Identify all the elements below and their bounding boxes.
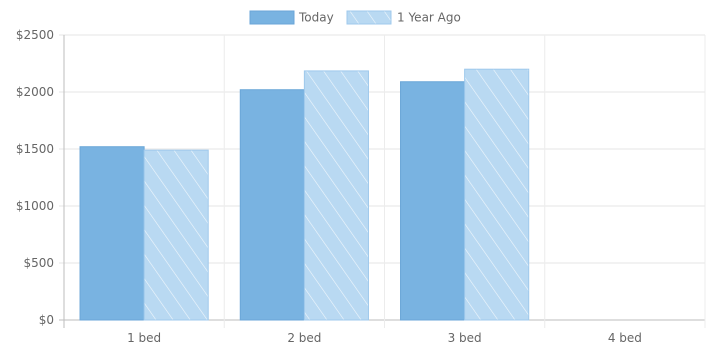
y-tick-label: $2000	[16, 85, 54, 99]
legend-swatch-today	[249, 10, 295, 25]
y-tick-label: $2500	[16, 28, 54, 42]
x-tick-label: 2 bed	[287, 331, 321, 345]
legend-item-today[interactable]: Today	[249, 10, 334, 25]
legend: Today 1 Year Ago	[249, 10, 461, 25]
legend-item-1-year-ago[interactable]: 1 Year Ago	[346, 10, 461, 25]
y-tick-label: $1500	[16, 142, 54, 156]
bar-today-3-bed[interactable]	[400, 81, 466, 321]
bar-1-year-ago-2-bed[interactable]	[303, 70, 369, 321]
legend-swatch-1-year-ago	[346, 10, 392, 25]
y-tick-label: $500	[23, 256, 54, 270]
x-tick-label: 1 bed	[127, 331, 161, 345]
x-axis-tick-labels: 1 bed 2 bed 3 bed 4 bed	[127, 331, 642, 345]
legend-label-today: Today	[298, 11, 334, 25]
x-tick-label: 3 bed	[448, 331, 482, 345]
bars	[79, 68, 530, 321]
y-tick-label: $0	[39, 313, 54, 327]
bar-today-2-bed[interactable]	[239, 89, 305, 321]
y-axis-tick-labels: $0 $500 $1000 $1500 $2000 $2500	[16, 28, 54, 327]
bar-1-year-ago-3-bed[interactable]	[464, 68, 530, 321]
x-tick-label: 4 bed	[608, 331, 642, 345]
bar-today-1-bed[interactable]	[79, 146, 145, 321]
bar-1-year-ago-1-bed[interactable]	[143, 149, 209, 321]
legend-label-1-year-ago: 1 Year Ago	[397, 11, 461, 25]
y-tick-label: $1000	[16, 199, 54, 213]
